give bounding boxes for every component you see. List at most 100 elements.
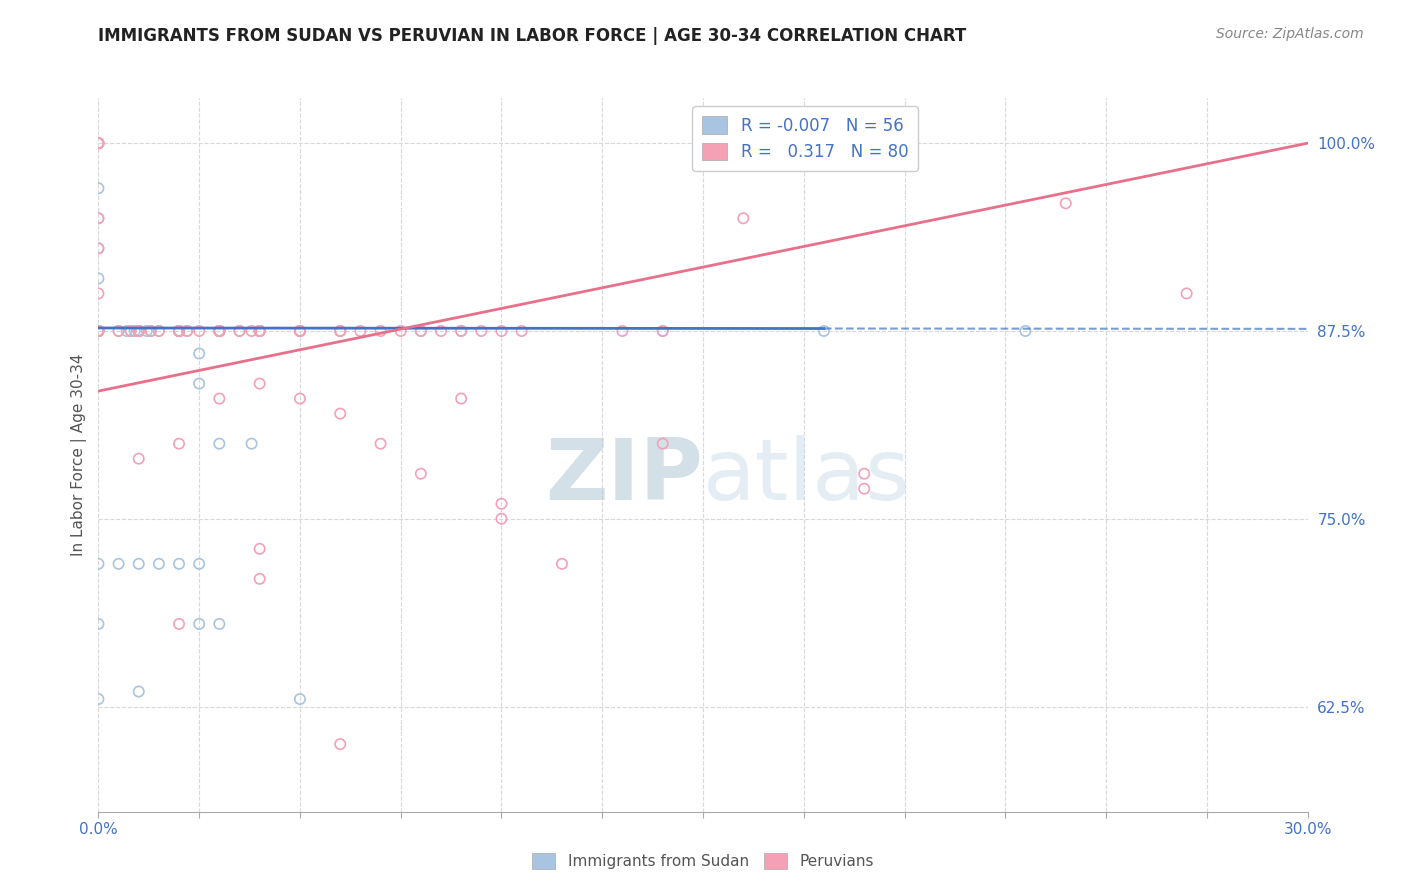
Point <box>249 376 271 391</box>
Point <box>128 324 150 338</box>
Point <box>249 572 271 586</box>
Point <box>288 324 311 338</box>
Point <box>551 557 574 571</box>
Point <box>128 324 150 338</box>
Point <box>167 324 190 338</box>
Point <box>491 497 513 511</box>
Point <box>329 324 352 338</box>
Point <box>651 324 673 338</box>
Point <box>491 512 513 526</box>
Point <box>87 616 110 631</box>
Point <box>87 324 110 338</box>
Point <box>176 324 198 338</box>
Point <box>87 136 110 151</box>
Point <box>128 324 150 338</box>
Point <box>87 241 110 255</box>
Point <box>167 324 190 338</box>
Point <box>167 557 190 571</box>
Text: atlas: atlas <box>703 434 911 518</box>
Point <box>450 324 472 338</box>
Point <box>87 136 110 151</box>
Point <box>188 376 211 391</box>
Point <box>349 324 371 338</box>
Point <box>128 324 150 338</box>
Point <box>87 136 110 151</box>
Point <box>249 324 271 338</box>
Point <box>329 407 352 421</box>
Point <box>128 557 150 571</box>
Point <box>188 616 211 631</box>
Point <box>128 684 150 698</box>
Y-axis label: In Labor Force | Age 30-34: In Labor Force | Age 30-34 <box>72 353 87 557</box>
Point <box>167 436 190 450</box>
Text: IMMIGRANTS FROM SUDAN VS PERUVIAN IN LABOR FORCE | AGE 30-34 CORRELATION CHART: IMMIGRANTS FROM SUDAN VS PERUVIAN IN LAB… <box>98 27 967 45</box>
Point <box>167 616 190 631</box>
Point <box>208 324 231 338</box>
Point <box>733 211 755 226</box>
Point <box>249 324 271 338</box>
Point <box>107 324 129 338</box>
Point <box>288 392 311 406</box>
Point <box>167 324 190 338</box>
Point <box>288 324 311 338</box>
Point <box>651 436 673 450</box>
Point <box>370 436 392 450</box>
Point <box>389 324 412 338</box>
Point <box>128 324 150 338</box>
Point <box>288 324 311 338</box>
Point <box>124 324 146 338</box>
Point <box>87 211 110 226</box>
Point <box>87 557 110 571</box>
Point <box>612 324 634 338</box>
Point <box>1175 286 1198 301</box>
Point <box>510 324 533 338</box>
Point <box>128 451 150 466</box>
Point <box>1054 196 1077 211</box>
Point <box>853 467 876 481</box>
Point <box>228 324 250 338</box>
Point <box>128 324 150 338</box>
Point <box>450 392 472 406</box>
Point <box>208 436 231 450</box>
Point <box>167 324 190 338</box>
Point <box>120 324 142 338</box>
Point <box>208 324 231 338</box>
Point <box>409 324 432 338</box>
Point <box>128 324 150 338</box>
Point <box>249 541 271 556</box>
Point <box>167 324 190 338</box>
Point <box>148 324 170 338</box>
Point <box>87 211 110 226</box>
Point <box>188 324 211 338</box>
Point <box>1014 324 1036 338</box>
Point <box>107 324 129 338</box>
Point <box>228 324 250 338</box>
Point <box>813 324 835 338</box>
Point <box>208 324 231 338</box>
Point <box>87 136 110 151</box>
Point <box>87 136 110 151</box>
Point <box>87 324 110 338</box>
Point <box>120 324 142 338</box>
Point <box>188 557 211 571</box>
Text: Source: ZipAtlas.com: Source: ZipAtlas.com <box>1216 27 1364 41</box>
Point <box>87 181 110 195</box>
Point <box>135 324 157 338</box>
Point <box>853 482 876 496</box>
Point <box>188 346 211 360</box>
Point <box>370 324 392 338</box>
Point <box>208 616 231 631</box>
Point <box>430 324 453 338</box>
Point <box>176 324 198 338</box>
Point <box>208 324 231 338</box>
Point <box>87 324 110 338</box>
Point <box>208 324 231 338</box>
Point <box>470 324 492 338</box>
Point <box>128 324 150 338</box>
Point <box>87 324 110 338</box>
Point <box>409 467 432 481</box>
Point <box>409 324 432 338</box>
Point <box>491 324 513 338</box>
Point <box>128 324 150 338</box>
Legend: R = -0.007   N = 56, R =   0.317   N = 80: R = -0.007 N = 56, R = 0.317 N = 80 <box>692 106 918 171</box>
